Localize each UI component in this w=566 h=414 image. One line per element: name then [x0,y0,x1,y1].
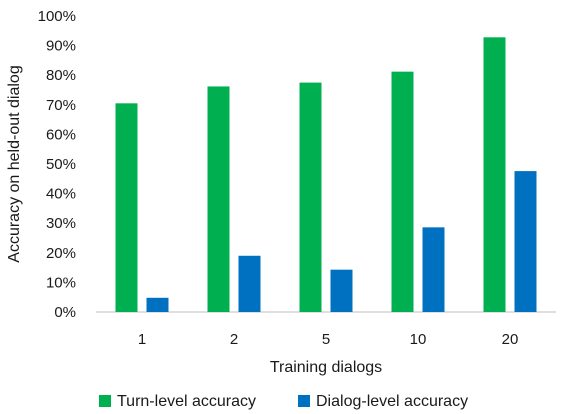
y-axis-ticks: 0% 10% 20% 30% 40% 50% 60% 70% 80% 90% 100% [38,8,76,321]
legend: Turn-level accuracy Dialog-level accuracy [99,393,468,410]
bar-turn-level-10 [391,71,414,312]
bars [115,37,537,312]
x-tick-label: 1 [138,331,146,348]
x-tick-label: 10 [410,331,427,348]
y-tick-label: 100% [38,8,76,25]
y-tick-label: 10% [46,274,76,291]
bar-turn-level-20 [483,37,506,312]
bar-dialog-level-1 [146,297,169,312]
y-tick-label: 50% [46,156,76,173]
bar-dialog-level-20 [514,171,537,312]
y-tick-label: 60% [46,126,76,143]
legend-swatch-turn-level [99,395,111,407]
bar-turn-level-1 [115,103,138,312]
bar-dialog-level-2 [238,255,261,312]
x-tick-label: 5 [322,331,330,348]
bar-turn-level-5 [299,82,322,312]
y-tick-label: 30% [46,215,76,232]
bar-dialog-level-5 [330,269,353,312]
y-tick-label: 70% [46,97,76,114]
x-tick-label: 20 [502,331,519,348]
y-tick-label: 90% [46,38,76,55]
legend-label-turn-level: Turn-level accuracy [117,393,256,410]
y-tick-label: 80% [46,67,76,84]
bar-dialog-level-10 [422,227,445,312]
legend-label-dialog-level: Dialog-level accuracy [316,393,468,410]
y-tick-label: 0% [54,304,76,321]
x-axis-ticks: 1 2 5 10 20 [138,331,519,348]
y-tick-label: 20% [46,245,76,262]
y-tick-label: 40% [46,186,76,203]
x-axis-title: Training dialogs [270,359,382,376]
bar-turn-level-2 [207,86,230,312]
legend-swatch-dialog-level [298,395,310,407]
x-tick-label: 2 [230,331,238,348]
y-axis-title: Accuracy on held-out dialog [6,65,23,262]
